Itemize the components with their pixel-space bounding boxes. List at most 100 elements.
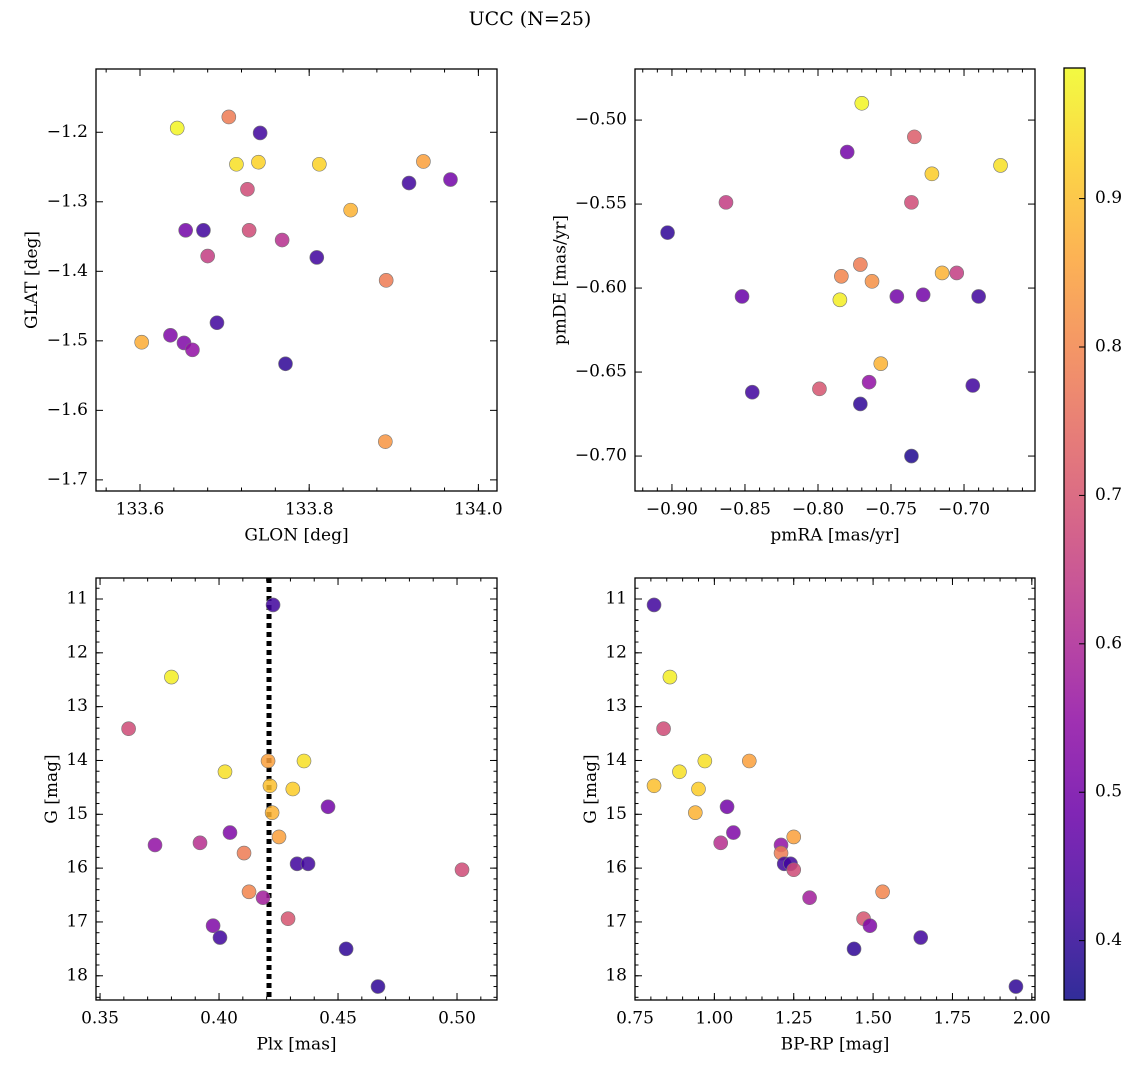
data-point <box>839 144 855 160</box>
y-tick-label: −1.6 <box>47 400 88 420</box>
data-point <box>713 835 729 851</box>
axes-frame <box>634 577 1036 1001</box>
data-point <box>205 918 221 934</box>
x-axis-label: BP-RP [mag] <box>781 1035 890 1055</box>
y-tick-label: 18 <box>66 965 88 985</box>
data-point <box>343 202 358 218</box>
data-point <box>241 884 257 900</box>
y-tick-label: 11 <box>605 588 627 608</box>
y-axis-label: G [mag] <box>42 754 62 823</box>
data-point <box>718 195 734 210</box>
y-tick-label: 14 <box>66 750 88 770</box>
data-point <box>264 805 280 820</box>
data-point <box>222 825 238 840</box>
data-point <box>236 845 252 861</box>
y-tick-label: 15 <box>605 804 627 824</box>
data-point <box>862 918 878 934</box>
axes-frame <box>95 577 498 1001</box>
y-tick-label: −0.60 <box>575 278 627 298</box>
data-point <box>370 979 386 994</box>
data-point <box>875 884 890 900</box>
data-point <box>646 597 662 613</box>
data-point <box>134 334 149 350</box>
y-tick-label: −1.4 <box>47 261 88 281</box>
data-point <box>924 166 940 182</box>
data-point <box>660 225 675 240</box>
data-point <box>812 381 827 397</box>
data-point <box>278 356 293 372</box>
x-tick-label: 1.50 <box>854 1009 892 1029</box>
y-tick-label: −0.55 <box>575 194 627 214</box>
x-tick-label: 2.00 <box>1013 1009 1051 1029</box>
y-tick-label: 16 <box>605 858 627 878</box>
data-point <box>271 829 287 845</box>
figure-title: UCC (N=25) <box>469 8 592 30</box>
data-point <box>378 273 394 288</box>
data-point <box>853 396 868 412</box>
colorbar <box>1064 68 1085 1000</box>
x-tick-label: 1.75 <box>934 1009 972 1029</box>
y-axis-label: G [mag] <box>581 754 601 823</box>
data-point <box>309 250 325 265</box>
x-tick-label: 0.50 <box>438 1009 476 1029</box>
y-tick-label: 13 <box>66 696 88 716</box>
x-tick-label: 1.00 <box>695 1009 733 1029</box>
data-point <box>280 911 296 927</box>
data-point <box>934 265 950 281</box>
data-point <box>163 327 178 343</box>
x-tick-label: 0.40 <box>200 1009 238 1029</box>
colorbar-tick-label: 0.8 <box>1095 337 1122 357</box>
x-tick-label: 1.25 <box>775 1009 813 1029</box>
data-point <box>854 95 870 111</box>
data-point <box>697 753 713 769</box>
x-tick-label: 0.45 <box>319 1009 357 1029</box>
data-point <box>861 374 877 390</box>
colorbar-tick-label: 0.6 <box>1095 633 1122 653</box>
x-tick-label: −0.80 <box>792 500 844 520</box>
data-point <box>296 753 312 769</box>
data-point <box>904 195 919 210</box>
data-point <box>853 257 868 272</box>
data-point <box>217 764 233 780</box>
data-point <box>864 274 880 289</box>
data-point <box>185 342 200 358</box>
data-point <box>169 120 185 136</box>
colorbar-tick-label: 0.9 <box>1095 188 1122 208</box>
data-point <box>672 764 687 780</box>
data-point <box>834 269 849 284</box>
data-point <box>913 930 929 945</box>
y-tick-label: 17 <box>605 911 627 931</box>
y-tick-label: 18 <box>605 965 627 985</box>
axes-frame <box>95 68 498 492</box>
y-tick-label: 13 <box>605 696 627 716</box>
data-point <box>915 287 931 303</box>
data-point <box>121 721 136 737</box>
y-tick-label: 17 <box>66 911 88 931</box>
data-point <box>229 156 244 172</box>
x-tick-label: 0.75 <box>616 1009 654 1029</box>
data-point <box>646 778 662 794</box>
data-point <box>443 172 458 187</box>
x-tick-label: −0.90 <box>646 500 698 520</box>
data-point <box>786 862 802 878</box>
x-axis-label: Plx [mas] <box>256 1035 336 1055</box>
y-axis-label: pmDE [mas/yr] <box>550 215 570 345</box>
data-point <box>209 315 225 331</box>
data-point <box>662 669 678 685</box>
y-tick-label: 12 <box>66 642 88 662</box>
data-point <box>300 856 316 872</box>
data-point <box>691 781 706 797</box>
data-point <box>993 158 1008 173</box>
data-point <box>688 805 703 820</box>
y-tick-label: −1.2 <box>47 122 88 142</box>
data-point <box>178 222 193 238</box>
data-point <box>221 109 237 125</box>
data-point <box>196 222 211 238</box>
y-tick-label: −1.5 <box>47 330 88 350</box>
x-tick-label: −0.85 <box>719 500 771 520</box>
data-point <box>965 378 981 393</box>
data-point <box>873 356 889 371</box>
data-point <box>255 890 271 906</box>
data-point <box>285 781 301 797</box>
data-point <box>907 129 922 145</box>
